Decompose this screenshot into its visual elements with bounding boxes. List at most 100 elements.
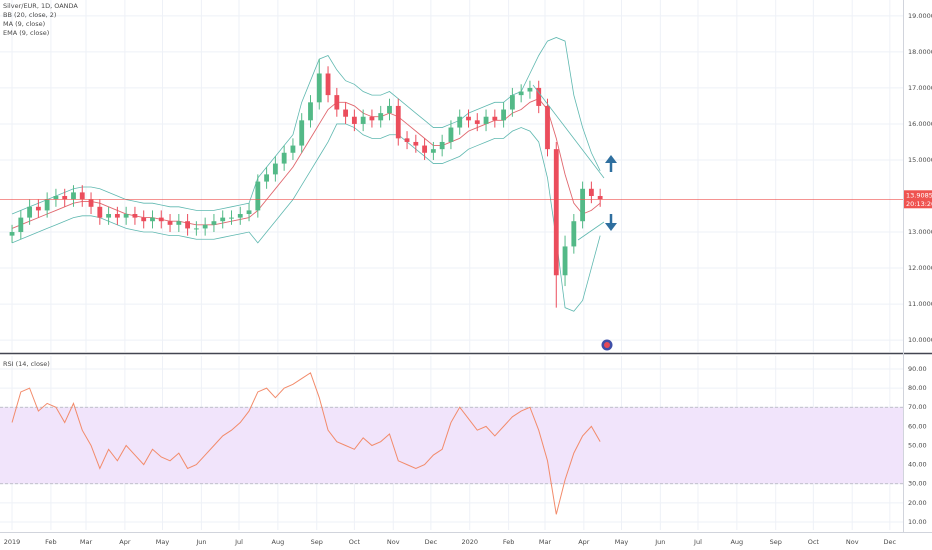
candle-body [97,206,103,218]
indicator-title: RSI (14, close) [3,360,50,368]
y-tick-label: 12.00000 [908,264,932,272]
candle-body [9,232,15,236]
candle-body [290,145,296,153]
x-tick-label: Feb [503,538,515,546]
candle-body [246,210,252,215]
candle-body [378,113,384,121]
last-price-box [904,190,932,209]
candle-body [202,224,208,229]
candle-body [536,87,542,106]
candle-body [185,221,191,229]
x-tick-label: Jun [195,538,206,546]
x-tick-label: May [615,538,629,546]
x-tick-label: Feb [45,538,57,546]
candle-body [308,102,313,121]
y-tick-label: 60.00 [908,422,927,430]
x-tick-label: Oct [808,538,820,546]
x-tick-label: Sep [311,538,323,546]
marks-layer [0,37,903,515]
y-tick-label: 10.00 [908,518,927,526]
y-tick-label: 18.00000 [908,48,932,56]
x-tick-label: Jul [693,538,702,546]
band-upper [11,37,601,215]
y-tick-label: 19.00000 [908,12,932,20]
y-tick-label: 30.00 [908,480,927,488]
y-tick-label: 80.00 [908,384,927,392]
candle-body [387,105,392,114]
candle-body [509,95,515,110]
candle-body [167,221,173,225]
candle-body [299,120,305,146]
x-tick-label: Sep [770,538,782,546]
x-tick-label: Dec [884,538,897,546]
x-tick-label: Oct [349,538,361,546]
grid-layer [0,0,903,530]
candle-body [457,116,463,128]
trend-drawings [532,84,605,241]
candle-body [395,105,401,139]
band-lower [11,123,601,312]
candle-body [123,214,129,218]
candle-body [237,214,243,218]
x-tick-label: Nov [846,538,859,546]
x-tick-label: 2020 [461,538,478,546]
legend-item: EMA (9, close) [3,29,49,37]
x-tick-label: Aug [730,538,743,546]
candle-body [527,87,533,92]
x-tick-label: May [156,538,170,546]
legend-item: MA (9, close) [3,20,45,28]
x-tick-label: Mar [80,538,93,546]
candle-body [588,188,594,196]
candle-body [492,116,498,121]
last-price-label: 13.90853 [906,191,932,199]
candle-body [334,95,340,110]
candle-body [316,73,322,103]
y-tick-label: 15.00000 [908,156,932,164]
y-tick-label: 13.00000 [908,228,932,236]
candle-body [53,195,59,200]
candle-body [474,120,480,124]
candle-body [422,145,428,153]
candle-body [27,206,33,218]
y-tick-label: 50.00 [908,441,927,449]
candle-body [281,152,287,164]
candle-body [158,217,164,222]
candle-body [518,91,524,96]
candle-body [272,163,278,175]
candle-body [106,214,112,218]
x-tick-label: Apr [578,538,590,546]
y-tick-label: 90.00 [908,365,927,373]
candle-body [193,228,199,230]
candle-body [430,149,436,153]
candle-body [150,217,155,222]
candle-body [211,221,217,225]
candle-body [176,221,182,225]
rsi-band [0,407,903,484]
candle-body [404,138,410,142]
event-icon[interactable] [601,339,613,351]
candle-body [343,109,349,117]
candle-body [466,116,471,121]
candle-body [553,149,559,276]
y-tick-label: 16.00000 [908,120,932,128]
y-tick-label: 17.00000 [908,84,932,92]
x-tick-label: Nov [387,538,400,546]
candle-body [325,73,331,96]
trend-line [532,84,605,179]
candle-body [35,206,41,211]
y-tick-label: 40.00 [908,461,927,469]
y-tick-label: 70.00 [908,403,927,411]
candle-body [501,109,507,121]
x-tick-label: Mar [539,538,552,546]
trend-line [577,221,605,241]
candle-body [141,217,147,222]
x-tick-label: Jul [234,538,243,546]
candle-body [18,217,24,233]
candle-body [413,141,419,146]
x-tick-label: Aug [272,538,285,546]
candle-body [545,105,550,150]
candle-body [439,141,445,150]
legend-item: BB (20, close, 2) [3,11,56,19]
x-tick-label: 2019 [4,538,21,546]
